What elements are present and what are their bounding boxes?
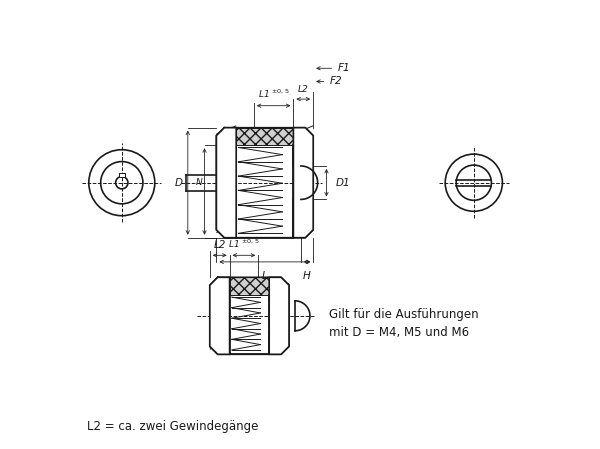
Text: L1 $^{\pm0,5}$: L1 $^{\pm0,5}$ [228,237,260,250]
Polygon shape [269,277,289,354]
Text: L: L [262,271,268,281]
Text: Gilt für die Ausführungen: Gilt für die Ausführungen [329,308,478,321]
Text: L2: L2 [214,240,226,250]
Text: D1: D1 [336,178,351,188]
Polygon shape [230,277,269,295]
Text: L1 $^{\pm0,5}$: L1 $^{\pm0,5}$ [258,87,289,100]
Text: L2 = ca. zwei Gewindegänge: L2 = ca. zwei Gewindegänge [86,420,258,433]
Text: F1: F1 [337,63,350,73]
Text: F2: F2 [330,76,343,87]
Polygon shape [210,277,230,354]
Text: L2: L2 [298,85,308,94]
Polygon shape [119,173,125,176]
Polygon shape [236,128,293,145]
Polygon shape [217,128,236,238]
Polygon shape [293,128,313,238]
Text: N: N [196,178,203,187]
Text: H: H [303,271,311,281]
Text: mit D = M4, M5 und M6: mit D = M4, M5 und M6 [329,326,469,339]
Text: D: D [175,178,183,188]
